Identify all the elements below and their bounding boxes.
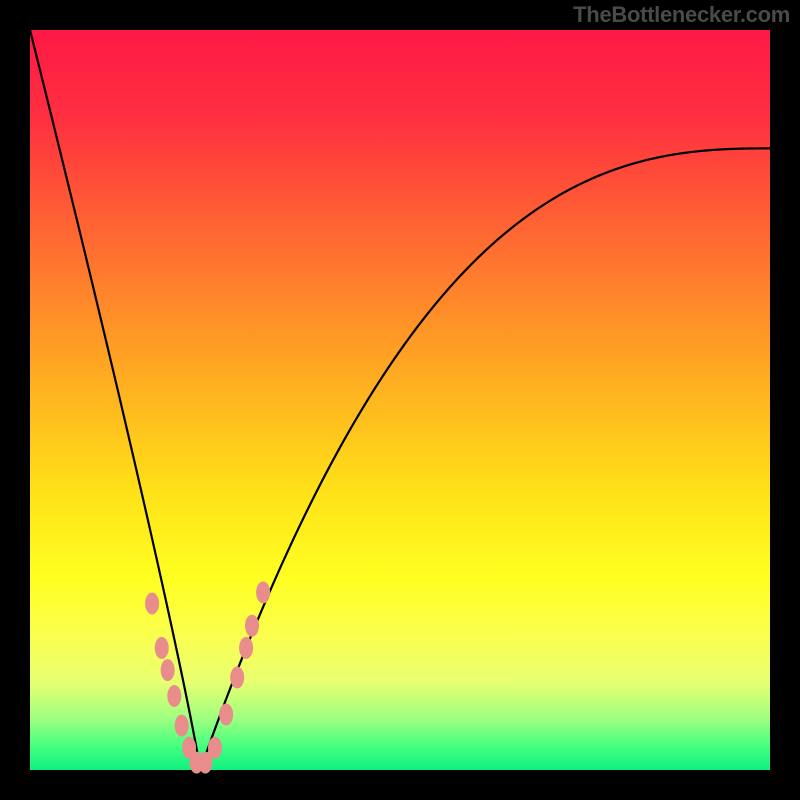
plot-background xyxy=(30,30,770,770)
highlight-dot xyxy=(175,715,189,737)
highlight-dot xyxy=(256,581,270,603)
highlight-dot xyxy=(239,637,253,659)
highlight-dot xyxy=(145,593,159,615)
watermark-text: TheBottlenecker.com xyxy=(573,2,790,28)
chart-frame: TheBottlenecker.com xyxy=(0,0,800,800)
highlight-dot xyxy=(161,659,175,681)
highlight-dot xyxy=(219,704,233,726)
highlight-dot xyxy=(167,685,181,707)
bottleneck-curve-chart xyxy=(0,0,800,800)
highlight-dot xyxy=(230,667,244,689)
highlight-dot xyxy=(208,737,222,759)
highlight-dot xyxy=(155,637,169,659)
highlight-dot xyxy=(245,615,259,637)
